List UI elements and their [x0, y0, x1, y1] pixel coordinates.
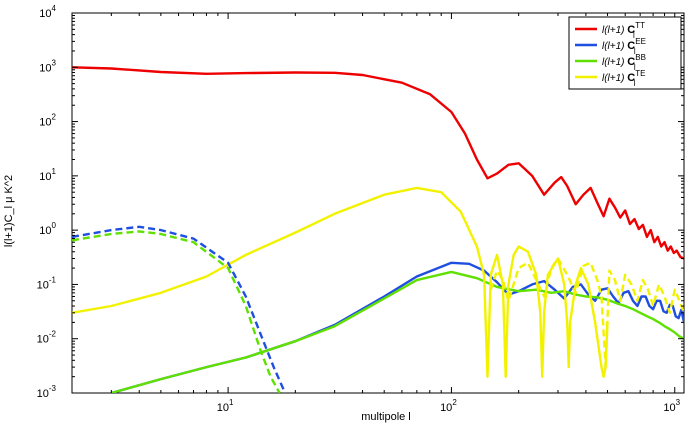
- x-tick-label: 103: [663, 398, 680, 414]
- series-line-1: [110, 261, 684, 393]
- series-line-3: [72, 186, 609, 378]
- y-tick-label: 100: [39, 221, 56, 237]
- y-tick-label: 103: [39, 58, 56, 74]
- series-line-6: [489, 257, 684, 369]
- y-axis-title: l(l+1)C_l μ K^2: [3, 175, 15, 247]
- legend: l(l+1) CTT ll(l+1) CEE ll(l+1) CBB ll(l+1) …: [568, 16, 682, 90]
- series-line-4: [72, 225, 287, 393]
- tick-label-layer: 101 102 103 10-3 10-2 10-1 100 101 102 103 104: [37, 4, 681, 414]
- y-tick-label: 102: [39, 113, 56, 129]
- series-layer: [72, 66, 684, 393]
- legend-label: l(l+1) CBB l: [602, 53, 646, 72]
- series-line-5: [72, 230, 281, 393]
- y-tick-label: 10-3: [37, 384, 57, 400]
- legend-label: l(l+1) CEE l: [602, 37, 646, 56]
- x-tick-label: 101: [217, 398, 234, 414]
- legend-label: l(l+1) CTE l: [602, 69, 645, 88]
- series-line-0: [72, 66, 684, 260]
- x-axis-title: multipole l: [361, 411, 411, 423]
- tick-layer: [71, 12, 684, 394]
- y-tick-label: 101: [39, 167, 56, 183]
- series-line-2: [110, 270, 684, 393]
- plot-frame: [71, 12, 685, 394]
- x-tick-label: 102: [440, 398, 457, 414]
- legend-label: l(l+1) CTT l: [602, 21, 645, 40]
- y-tick-label: 104: [39, 4, 56, 20]
- y-tick-label: 10-1: [37, 275, 57, 291]
- y-tick-label: 10-2: [37, 330, 57, 346]
